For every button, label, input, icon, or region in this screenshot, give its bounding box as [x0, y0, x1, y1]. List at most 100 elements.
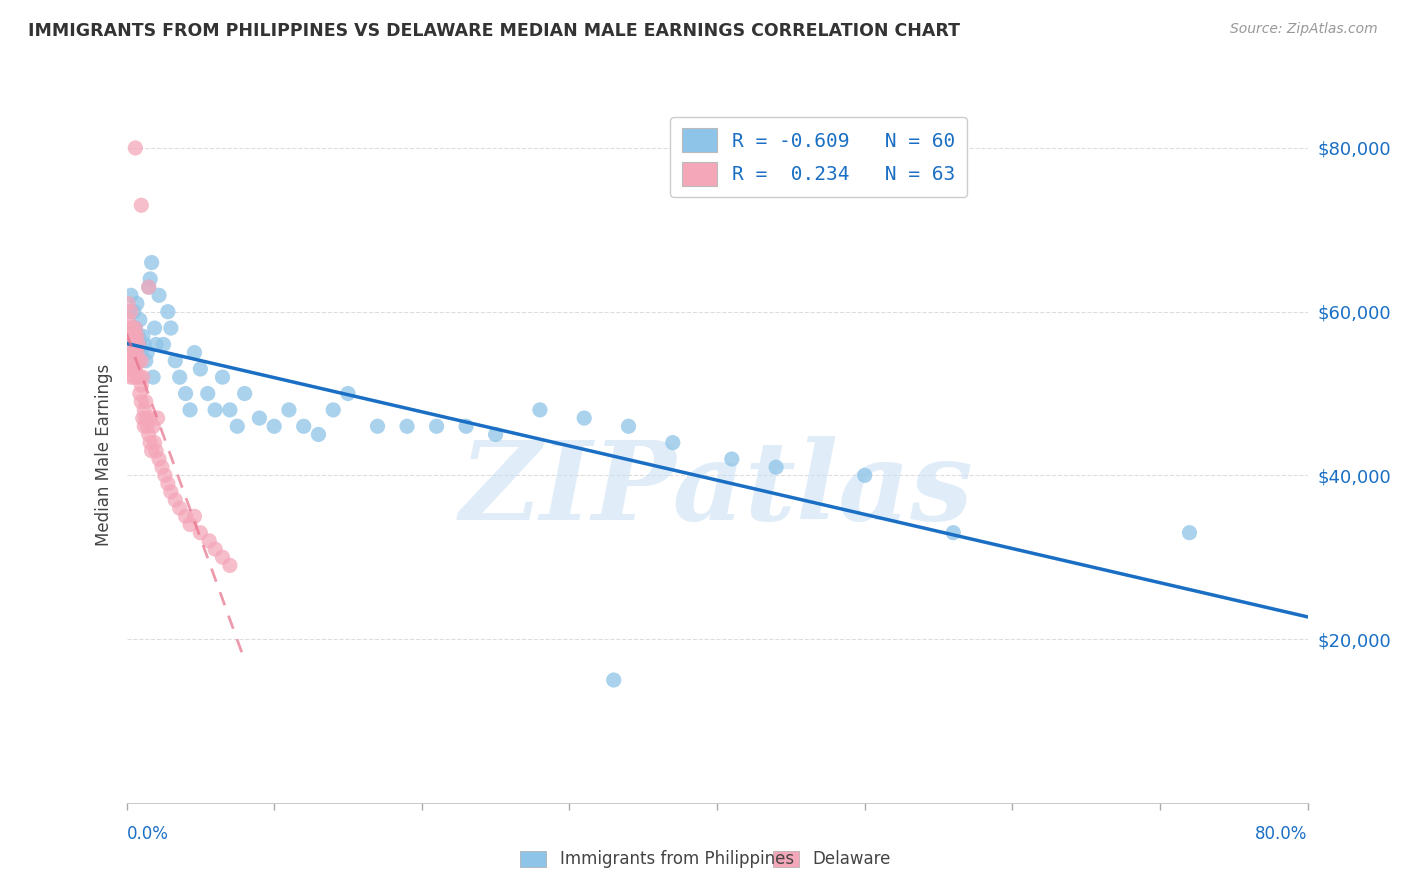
Point: [118, 345, 141, 359]
Point: [121, 321, 143, 335]
Point: [134, 403, 156, 417]
Point: [211, 550, 233, 565]
Point: [141, 255, 163, 269]
Point: [125, 296, 148, 310]
Point: [134, 419, 156, 434]
Point: [127, 337, 149, 351]
Point: [118, 321, 141, 335]
Point: [124, 362, 146, 376]
Point: [132, 329, 155, 343]
Point: [127, 329, 149, 343]
Point: [148, 452, 170, 467]
Point: [125, 345, 148, 359]
Point: [139, 272, 162, 286]
Point: [132, 370, 155, 384]
Point: [132, 411, 155, 425]
Point: [136, 419, 159, 434]
Point: [141, 443, 163, 458]
Point: [120, 337, 142, 351]
Point: [142, 419, 165, 434]
Point: [322, 403, 344, 417]
Point: [247, 411, 270, 425]
Text: ZIPatlas: ZIPatlas: [460, 436, 974, 543]
Point: [169, 501, 191, 516]
Point: [138, 280, 160, 294]
Point: [117, 296, 139, 310]
Text: Immigrants from Philippines: Immigrants from Philippines: [560, 850, 794, 868]
Point: [121, 362, 143, 376]
Point: [233, 386, 256, 401]
Point: [117, 313, 139, 327]
Point: [125, 329, 148, 343]
Point: [120, 353, 142, 368]
Point: [136, 345, 159, 359]
Point: [118, 304, 141, 318]
Point: [853, 468, 876, 483]
Point: [1178, 525, 1201, 540]
Point: [142, 370, 165, 384]
Point: [129, 378, 153, 392]
Point: [121, 321, 143, 335]
Point: [574, 411, 596, 425]
Point: [128, 337, 150, 351]
Point: [122, 370, 145, 384]
Point: [118, 337, 141, 351]
Point: [603, 673, 626, 687]
Point: [156, 476, 179, 491]
Point: [174, 509, 197, 524]
Point: [120, 329, 142, 343]
Y-axis label: Median Male Earnings: Median Male Earnings: [94, 364, 112, 546]
Point: [183, 509, 205, 524]
Point: [765, 460, 787, 475]
Point: [134, 337, 156, 351]
Point: [165, 492, 187, 507]
Point: [183, 345, 205, 359]
Point: [122, 329, 145, 343]
Point: [128, 313, 150, 327]
Point: [120, 304, 142, 318]
Text: 0.0%: 0.0%: [127, 825, 169, 843]
Point: [129, 345, 153, 359]
Point: [139, 435, 162, 450]
Point: [127, 353, 149, 368]
Point: [129, 394, 153, 409]
Point: [135, 394, 157, 409]
Point: [143, 321, 166, 335]
Point: [529, 403, 551, 417]
Point: [124, 321, 146, 335]
Point: [121, 345, 143, 359]
Point: [396, 419, 419, 434]
Point: [204, 403, 226, 417]
Point: [122, 353, 145, 368]
Point: [169, 370, 191, 384]
Text: Delaware: Delaware: [813, 850, 891, 868]
Point: [129, 198, 153, 212]
Point: [174, 386, 197, 401]
Point: [125, 345, 148, 359]
Point: [135, 411, 157, 425]
Point: [138, 280, 160, 294]
Point: [129, 353, 153, 368]
Point: [120, 362, 142, 376]
Point: [219, 558, 242, 573]
Point: [198, 533, 221, 548]
Point: [122, 345, 145, 359]
Point: [138, 427, 160, 442]
Point: [179, 517, 201, 532]
Point: [124, 321, 146, 335]
Text: 80.0%: 80.0%: [1256, 825, 1308, 843]
Point: [188, 362, 211, 376]
Point: [148, 288, 170, 302]
Text: IMMIGRANTS FROM PHILIPPINES VS DELAWARE MEDIAN MALE EARNINGS CORRELATION CHART: IMMIGRANTS FROM PHILIPPINES VS DELAWARE …: [28, 22, 960, 40]
Point: [211, 370, 233, 384]
Point: [204, 542, 226, 557]
Point: [145, 337, 167, 351]
Point: [337, 386, 360, 401]
Legend: R = -0.609   N = 60, R =  0.234   N = 63: R = -0.609 N = 60, R = 0.234 N = 63: [671, 117, 967, 197]
Point: [179, 403, 201, 417]
Point: [278, 403, 301, 417]
Point: [128, 386, 150, 401]
Point: [617, 419, 640, 434]
Point: [165, 353, 187, 368]
Point: [124, 337, 146, 351]
